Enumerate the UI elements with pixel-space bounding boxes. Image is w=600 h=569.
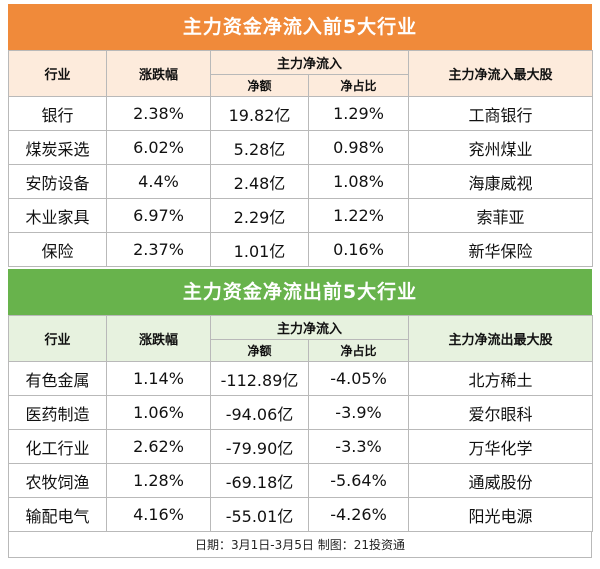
inflow-title: 主力资金净流入前5大行业 — [8, 4, 592, 50]
industry-cell: 木业家具 — [8, 198, 107, 233]
change-cell: 6.02% — [106, 130, 211, 165]
header-change: 涨跌幅 — [106, 315, 211, 362]
table-row: 医药制造 1.06% -94.06亿 -3.9% 爱尔眼科 — [8, 395, 594, 430]
table-row: 煤炭采选 6.02% 5.28亿 0.98% 兖州煤业 — [8, 130, 594, 165]
stock-cell: 爱尔眼科 — [408, 395, 594, 430]
stock-cell: 万华化学 — [408, 429, 594, 464]
table-row: 安防设备 4.4% 2.48亿 1.08% 海康威视 — [8, 164, 594, 199]
table-row: 保险 2.37% 1.01亿 0.16% 新华保险 — [8, 232, 594, 267]
net-cell: -69.18亿 — [210, 463, 309, 498]
header-industry: 行业 — [8, 50, 107, 97]
net-cell: -79.90亿 — [210, 429, 309, 464]
header-change: 涨跌幅 — [106, 50, 211, 97]
industry-cell: 安防设备 — [8, 164, 107, 199]
ratio-cell: 1.08% — [307, 164, 410, 199]
ratio-cell: -4.26% — [307, 497, 410, 532]
change-cell: 2.37% — [106, 232, 211, 267]
stock-cell: 兖州煤业 — [408, 130, 594, 165]
ratio-cell: -5.64% — [307, 463, 410, 498]
table-row: 木业家具 6.97% 2.29亿 1.22% 索菲亚 — [8, 198, 594, 233]
table-row: 农牧饲渔 1.28% -69.18亿 -5.64% 通威股份 — [8, 463, 594, 498]
change-cell: 1.06% — [106, 395, 211, 430]
outflow-title: 主力资金净流出前5大行业 — [8, 269, 592, 315]
ratio-cell: 0.16% — [307, 232, 410, 267]
stock-cell: 新华保险 — [408, 232, 594, 267]
industry-cell: 有色金属 — [8, 361, 107, 396]
change-cell: 4.16% — [106, 497, 211, 532]
ratio-cell: 1.29% — [307, 96, 410, 131]
header-top-stock: 主力净流入最大股 — [408, 50, 594, 97]
table-row: 有色金属 1.14% -112.89亿 -4.05% 北方稀土 — [8, 361, 594, 396]
industry-cell: 医药制造 — [8, 395, 107, 430]
change-cell: 6.97% — [106, 198, 211, 233]
stock-cell: 海康威视 — [408, 164, 594, 199]
stock-cell: 北方稀土 — [408, 361, 594, 396]
table-row: 银行 2.38% 19.82亿 1.29% 工商银行 — [8, 96, 594, 131]
change-cell: 4.4% — [106, 164, 211, 199]
header-net-amount: 净额 — [210, 74, 309, 97]
ratio-cell: -3.3% — [307, 429, 410, 464]
change-cell: 2.62% — [106, 429, 211, 464]
industry-cell: 农牧饲渔 — [8, 463, 107, 498]
table-row: 化工行业 2.62% -79.90亿 -3.3% 万华化学 — [8, 429, 594, 464]
header-net-inflow-group: 主力净流入 — [209, 50, 410, 75]
net-cell: 5.28亿 — [210, 130, 309, 165]
header-net-amount: 净额 — [210, 339, 309, 362]
report-container: 主力资金净流入前5大行业 行业 涨跌幅 主力净流入 主力净流入最大股 净额 净占… — [8, 4, 594, 558]
industry-cell: 输配电气 — [8, 497, 107, 532]
net-cell: 2.29亿 — [210, 198, 309, 233]
net-cell: -94.06亿 — [210, 395, 309, 430]
change-cell: 1.14% — [106, 361, 211, 396]
change-cell: 1.28% — [106, 463, 211, 498]
industry-cell: 银行 — [8, 96, 107, 131]
net-cell: 2.48亿 — [210, 164, 309, 199]
stock-cell: 阳光电源 — [408, 497, 594, 532]
stock-cell: 通威股份 — [408, 463, 594, 498]
table-row: 输配电气 4.16% -55.01亿 -4.26% 阳光电源 — [8, 497, 594, 532]
industry-cell: 煤炭采选 — [8, 130, 107, 165]
stock-cell: 工商银行 — [408, 96, 594, 131]
net-cell: -55.01亿 — [210, 497, 309, 532]
outflow-table: 行业 涨跌幅 主力净流入 主力净流出最大股 净额 净占比 有色金属 1.14% … — [8, 315, 594, 532]
ratio-cell: -3.9% — [307, 395, 410, 430]
ratio-cell: -4.05% — [307, 361, 410, 396]
industry-cell: 保险 — [8, 232, 107, 267]
header-top-stock: 主力净流出最大股 — [408, 315, 594, 362]
footer-note: 日期：3月1日-3月5日 制图：21投资通 — [8, 532, 592, 558]
inflow-table: 行业 涨跌幅 主力净流入 主力净流入最大股 净额 净占比 银行 2.38% 19… — [8, 50, 594, 267]
ratio-cell: 0.98% — [307, 130, 410, 165]
header-net-ratio: 净占比 — [307, 339, 410, 362]
net-cell: 1.01亿 — [210, 232, 309, 267]
ratio-cell: 1.22% — [307, 198, 410, 233]
net-cell: 19.82亿 — [210, 96, 309, 131]
industry-cell: 化工行业 — [8, 429, 107, 464]
change-cell: 2.38% — [106, 96, 211, 131]
net-cell: -112.89亿 — [210, 361, 309, 396]
header-net-inflow-group: 主力净流入 — [209, 315, 410, 340]
header-net-ratio: 净占比 — [307, 74, 410, 97]
stock-cell: 索菲亚 — [408, 198, 594, 233]
header-industry: 行业 — [8, 315, 107, 362]
